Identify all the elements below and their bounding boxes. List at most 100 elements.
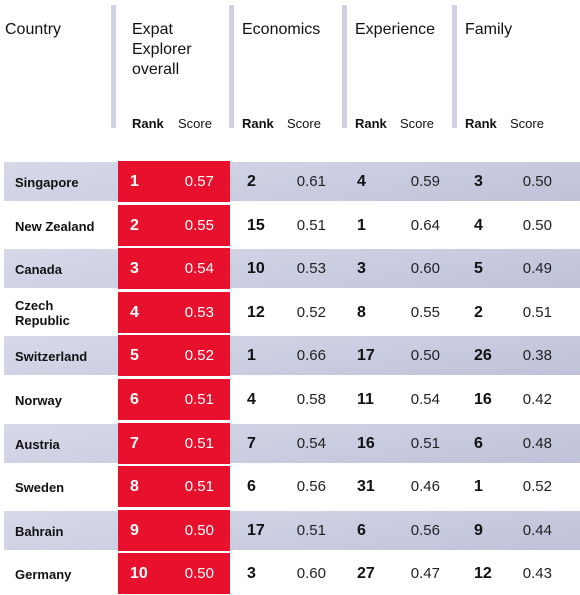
economics-rank: 10 bbox=[247, 260, 265, 277]
country-name-line: Singapore bbox=[15, 174, 79, 190]
family-score: 0.51 bbox=[522, 304, 552, 321]
country-name: Czech Republic bbox=[15, 298, 70, 328]
economics-rank: 15 bbox=[247, 217, 265, 234]
header-economics: Economics bbox=[242, 21, 321, 38]
overall-highlight-cell bbox=[118, 553, 230, 594]
family-score: 0.38 bbox=[522, 347, 552, 364]
row-stripe bbox=[4, 162, 580, 201]
header-divider-overall bbox=[111, 5, 116, 128]
country-name: New Zealand bbox=[15, 219, 94, 234]
header-overall-line3: overall bbox=[132, 61, 180, 78]
header-divider-economics bbox=[229, 5, 234, 128]
family-score: 0.49 bbox=[522, 260, 552, 277]
experience-rank: 27 bbox=[357, 565, 375, 582]
country-name-line: Republic bbox=[15, 313, 70, 328]
country-name: Singapore bbox=[15, 175, 79, 190]
overall-score: 0.55 bbox=[184, 217, 214, 234]
overall-highlight-cell bbox=[118, 423, 230, 464]
overall-highlight-cell bbox=[118, 335, 230, 376]
experience-score: 0.55 bbox=[410, 304, 440, 321]
row-stripe bbox=[4, 424, 580, 463]
experience-rank: 16 bbox=[357, 435, 375, 452]
economics-score: 0.60 bbox=[296, 565, 326, 582]
experience-score: 0.54 bbox=[410, 391, 440, 408]
experience-rank: 31 bbox=[357, 478, 375, 495]
experience-score: 0.51 bbox=[410, 435, 440, 452]
economics-score: 0.61 bbox=[296, 173, 326, 190]
experience-rank: 6 bbox=[357, 522, 366, 539]
header-divider-experience bbox=[342, 5, 347, 128]
economics-score: 0.56 bbox=[296, 478, 326, 495]
country-name: Canada bbox=[15, 262, 62, 277]
economics-score: 0.53 bbox=[296, 260, 326, 277]
subheader-experience-score: Score bbox=[400, 116, 434, 131]
economics-score: 0.51 bbox=[296, 217, 326, 234]
experience-score: 0.46 bbox=[410, 478, 440, 495]
overall-score: 0.57 bbox=[184, 173, 214, 190]
overall-rank: 1 bbox=[130, 173, 139, 190]
family-rank: 5 bbox=[474, 260, 483, 277]
economics-rank: 4 bbox=[247, 391, 256, 408]
family-rank: 1 bbox=[474, 478, 483, 495]
overall-highlight-cell bbox=[118, 379, 230, 420]
overall-score: 0.54 bbox=[184, 260, 214, 277]
overall-rank: 10 bbox=[130, 565, 148, 582]
overall-score: 0.51 bbox=[184, 391, 214, 408]
family-score: 0.50 bbox=[522, 217, 552, 234]
overall-highlight-cell bbox=[118, 205, 230, 246]
experience-score: 0.59 bbox=[410, 173, 440, 190]
economics-score: 0.52 bbox=[296, 304, 326, 321]
overall-rank: 6 bbox=[130, 391, 139, 408]
overall-rank: 7 bbox=[130, 435, 139, 452]
economics-score: 0.54 bbox=[296, 435, 326, 452]
country-name: Switzerland bbox=[15, 349, 87, 364]
experience-rank: 3 bbox=[357, 260, 366, 277]
economics-rank: 6 bbox=[247, 478, 256, 495]
country-name-line: Switzerland bbox=[15, 348, 88, 364]
subheader-economics-rank: Rank bbox=[242, 116, 274, 131]
experience-score: 0.50 bbox=[410, 347, 440, 364]
subheader-family-score: Score bbox=[510, 116, 544, 131]
header-divider-family bbox=[452, 5, 457, 128]
overall-rank: 4 bbox=[130, 304, 139, 321]
country-name-line: Sweden bbox=[15, 479, 65, 495]
country-name: Norway bbox=[15, 393, 62, 408]
overall-score: 0.53 bbox=[184, 304, 214, 321]
row-stripe bbox=[4, 249, 580, 288]
family-score: 0.44 bbox=[522, 522, 552, 539]
overall-highlight-cell bbox=[118, 292, 230, 333]
family-score: 0.50 bbox=[522, 173, 552, 190]
family-rank: 16 bbox=[474, 391, 492, 408]
family-rank: 6 bbox=[474, 435, 483, 452]
family-score: 0.43 bbox=[522, 565, 552, 582]
economics-rank: 3 bbox=[247, 565, 256, 582]
overall-rank: 9 bbox=[130, 522, 139, 539]
overall-score: 0.50 bbox=[184, 522, 214, 539]
experience-score: 0.64 bbox=[410, 217, 440, 234]
country-name: Germany bbox=[15, 567, 71, 582]
experience-rank: 8 bbox=[357, 304, 366, 321]
header-overall: Expat Explorer overall bbox=[132, 20, 192, 80]
country-name-line: Bahrain bbox=[15, 523, 64, 539]
country-name: Sweden bbox=[15, 480, 64, 495]
family-rank: 3 bbox=[474, 173, 483, 190]
country-name-line: Czech bbox=[15, 298, 54, 313]
economics-score: 0.58 bbox=[296, 391, 326, 408]
experience-score: 0.60 bbox=[410, 260, 440, 277]
family-rank: 2 bbox=[474, 304, 483, 321]
economics-rank: 1 bbox=[247, 347, 256, 364]
country-name-line: New Zealand bbox=[15, 218, 95, 234]
overall-score: 0.50 bbox=[184, 565, 214, 582]
country-name: Bahrain bbox=[15, 524, 63, 539]
overall-rank: 2 bbox=[130, 217, 139, 234]
family-score: 0.52 bbox=[522, 478, 552, 495]
overall-rank: 3 bbox=[130, 260, 139, 277]
header-experience: Experience bbox=[355, 21, 436, 38]
overall-highlight-cell bbox=[118, 466, 230, 507]
country-name-line: Norway bbox=[15, 392, 62, 408]
overall-highlight-cell bbox=[118, 161, 230, 202]
row-stripe bbox=[4, 336, 580, 375]
family-rank: 26 bbox=[474, 347, 492, 364]
overall-score: 0.51 bbox=[184, 435, 214, 452]
overall-score: 0.51 bbox=[184, 478, 214, 495]
